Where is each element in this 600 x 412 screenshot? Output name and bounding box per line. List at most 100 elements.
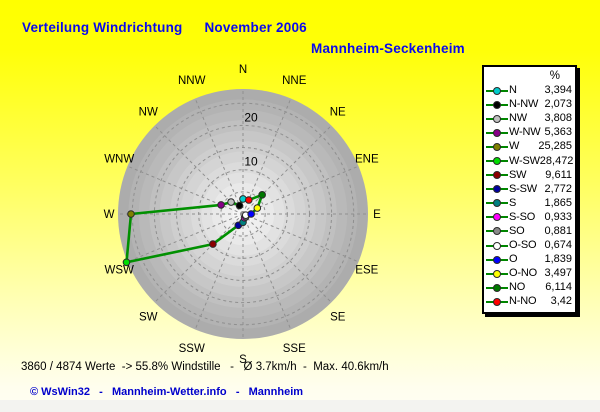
- compass-label: ENE: [355, 154, 379, 166]
- legend-marker-icon: [486, 211, 509, 222]
- legend-percent-value: 0,674: [544, 239, 572, 252]
- compass-label: E: [373, 209, 381, 221]
- legend-dot-icon: [493, 255, 501, 264]
- legend-percent-value: 2,073: [544, 98, 572, 111]
- bottom-strip: [0, 400, 600, 412]
- legend-direction-label: N: [509, 84, 517, 97]
- legend-marker-icon: [486, 282, 509, 293]
- legend-row: SW 9,611: [484, 168, 575, 182]
- legend-row: NW 3,808: [484, 111, 575, 125]
- legend-percent-value: 2,772: [544, 182, 572, 195]
- legend-row: S-SO 0,933: [484, 210, 575, 224]
- legend-marker-icon: [486, 85, 509, 96]
- data-marker-o-no: [253, 204, 262, 212]
- legend-row: W-SW 28,472: [484, 153, 575, 167]
- compass-label: SW: [139, 312, 158, 324]
- legend-dot-icon: [493, 227, 501, 236]
- legend-percent-value: 25,285: [538, 140, 572, 153]
- compass-label: NW: [139, 106, 158, 118]
- legend-dot-icon: [493, 213, 501, 222]
- compass-label: WNW: [104, 154, 134, 166]
- legend-dot-icon: [493, 283, 501, 292]
- legend-direction-label: O-NO: [509, 267, 537, 280]
- legend-row: W 25,285: [484, 139, 575, 153]
- legend-row: S 1,865: [484, 196, 575, 210]
- legend-percent-value: 6,114: [545, 281, 572, 294]
- compass-label: NNE: [282, 75, 307, 87]
- grid-spoke: [242, 213, 359, 263]
- legend-percent-value: 3,394: [544, 84, 572, 97]
- grid-ring: [176, 147, 310, 281]
- legend-row: N-NW 2,073: [484, 97, 575, 111]
- legend-direction-label: O: [509, 253, 518, 266]
- title-text: Verteilung Windrichtung: [22, 20, 183, 35]
- legend-row: O 1,839: [484, 252, 575, 266]
- legend-marker-icon: [486, 183, 509, 194]
- legend-percent-value: 3,808: [544, 112, 572, 125]
- page-title: Verteilung Windrichtung November 2006: [22, 20, 307, 35]
- compass-label: ESE: [355, 264, 378, 276]
- compass-label: S: [239, 354, 247, 366]
- grid-spoke: [242, 213, 332, 303]
- compass-label: WSW: [105, 264, 135, 276]
- legend-direction-label: S-SW: [509, 182, 537, 195]
- legend-percent-value: 1,839: [544, 253, 572, 266]
- legend-row: O-SO 0,674: [484, 238, 575, 252]
- grid-spoke: [242, 165, 359, 215]
- compass-label: SSW: [179, 343, 205, 355]
- legend-dot-icon: [493, 142, 501, 151]
- legend-row: S-SW 2,772: [484, 182, 575, 196]
- grid-spoke: [242, 98, 292, 215]
- legend-direction-label: W-NW: [509, 126, 541, 139]
- legend-rows: N 3,394 N-NW 2,073 NW 3,808 W-NW 5,363 W 25,285 W-…: [484, 83, 575, 309]
- legend-direction-label: W-SW: [509, 154, 540, 167]
- legend-direction-label: N-NW: [509, 98, 539, 111]
- legend-dot-icon: [493, 128, 501, 137]
- legend-percent-value: 9,611: [545, 168, 572, 181]
- legend-row: N 3,394: [484, 83, 575, 97]
- legend-percent-value: 3,42: [550, 295, 572, 308]
- legend-direction-label: S: [509, 196, 517, 209]
- grid-spoke: [194, 98, 244, 215]
- legend-marker-icon: [486, 225, 509, 236]
- legend-dot-icon: [493, 297, 501, 306]
- legend-direction-label: NO: [509, 281, 526, 294]
- legend-marker-icon: [486, 197, 509, 208]
- legend-dot-icon: [493, 241, 501, 250]
- legend-marker-icon: [486, 296, 509, 307]
- legend-marker-icon: [486, 268, 509, 279]
- legend-marker-icon: [486, 99, 509, 110]
- grid-spoke: [242, 125, 332, 215]
- data-marker-w: [127, 210, 135, 218]
- legend-box: % N 3,394 N-NW 2,073 NW 3,808 W-NW 5,363 W 25,285…: [482, 65, 577, 314]
- grid-ring: [153, 124, 333, 304]
- legend-direction-label: SO: [509, 224, 525, 237]
- legend-dot-icon: [493, 157, 501, 166]
- legend-direction-label: N-NO: [509, 295, 537, 308]
- grid-ring: [131, 102, 355, 326]
- grid-ring: [198, 169, 288, 259]
- compass-label: W: [104, 209, 115, 221]
- data-marker-o: [247, 210, 255, 218]
- station-name: Mannheim-Seckenheim: [311, 41, 465, 56]
- title-period: November 2006: [204, 20, 307, 35]
- legend-dot-icon: [493, 114, 501, 123]
- legend-marker-icon: [486, 113, 509, 124]
- compass-label: NNW: [178, 75, 206, 87]
- legend-marker-icon: [486, 254, 509, 265]
- grid-spoke: [242, 213, 292, 330]
- data-marker-w-sw: [122, 258, 131, 267]
- legend-marker-icon: [486, 240, 509, 251]
- compass-label: NE: [330, 106, 346, 118]
- compass-label: SSE: [283, 343, 306, 355]
- legend-direction-label: NW: [509, 112, 527, 125]
- legend-percent-value: 0,933: [544, 210, 572, 223]
- data-marker-n-nw: [235, 201, 244, 210]
- status-text: 3860 / 4874 Werte -> 55.8% Windstille - …: [21, 361, 389, 373]
- legend-dot-icon: [493, 199, 501, 208]
- legend-marker-icon: [486, 141, 509, 152]
- legend-dot-icon: [493, 185, 501, 194]
- compass-label: SE: [330, 312, 346, 324]
